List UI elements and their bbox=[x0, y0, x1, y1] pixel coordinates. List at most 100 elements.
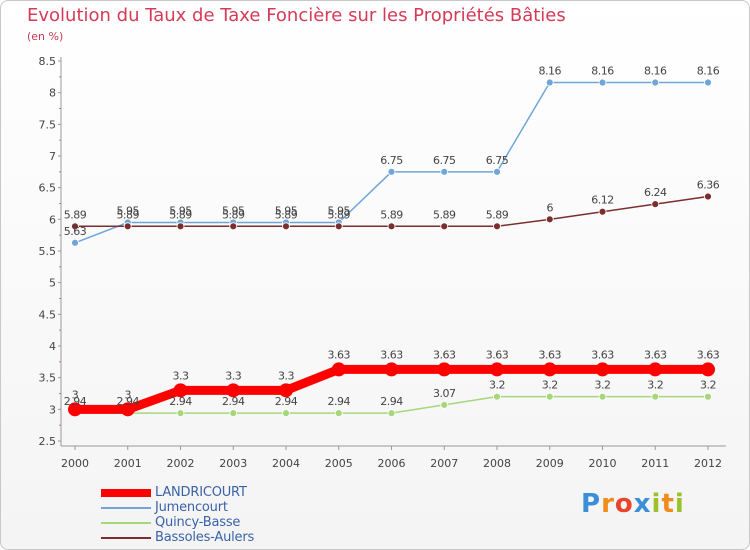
x-tick-label: 2005 bbox=[325, 457, 353, 470]
data-label-quincy-basse: 3.2 bbox=[700, 379, 716, 392]
data-label-jumencourt: 5.95 bbox=[169, 205, 192, 218]
data-point-quincy-basse bbox=[282, 409, 290, 418]
data-point-quincy-basse bbox=[176, 409, 185, 418]
y-tick-label: 5.5 bbox=[39, 245, 57, 258]
data-label-bassoles-aulers: 5.89 bbox=[64, 208, 87, 221]
y-tick-label: 7 bbox=[49, 150, 56, 163]
y-tick-label: 3.5 bbox=[39, 372, 57, 385]
data-point-quincy-basse bbox=[440, 400, 449, 409]
data-label-jumencourt: 8.16 bbox=[644, 65, 667, 78]
data-point-bassoles-aulers bbox=[704, 192, 712, 201]
data-label-bassoles-aulers: 5.89 bbox=[433, 208, 456, 221]
legend-item-bassoles-aulers[interactable]: Bassoles-Aulers bbox=[101, 530, 361, 545]
legend-swatch-jumencourt bbox=[101, 507, 151, 509]
data-point-bassoles-aulers bbox=[71, 222, 79, 231]
data-label-jumencourt: 6.75 bbox=[433, 154, 456, 167]
y-tick-label: 6.5 bbox=[39, 182, 57, 195]
data-point-bassoles-aulers bbox=[493, 222, 501, 231]
data-point-landricourt bbox=[542, 362, 557, 377]
data-point-quincy-basse bbox=[545, 392, 554, 401]
logo-letter: t bbox=[661, 489, 675, 519]
legend-label: Bassoles-Aulers bbox=[155, 530, 255, 545]
data-point-bassoles-aulers bbox=[440, 222, 449, 231]
data-point-landricourt bbox=[120, 402, 135, 417]
x-tick-label: 2003 bbox=[219, 457, 247, 470]
data-point-quincy-basse bbox=[229, 409, 238, 418]
data-label-landricourt: 3.63 bbox=[486, 348, 509, 361]
data-point-bassoles-aulers bbox=[176, 222, 185, 231]
data-point-quincy-basse bbox=[598, 392, 607, 401]
logo-letter: i bbox=[674, 489, 685, 519]
data-label-quincy-basse: 3.07 bbox=[433, 387, 456, 400]
data-label-jumencourt: 5.95 bbox=[275, 205, 298, 218]
data-point-bassoles-aulers bbox=[387, 222, 396, 231]
legend-swatch-quincy-basse bbox=[101, 522, 151, 524]
data-point-bassoles-aulers bbox=[598, 207, 607, 216]
legend-label: LANDRICOURT bbox=[155, 485, 247, 500]
data-label-jumencourt: 8.16 bbox=[539, 65, 562, 78]
data-label-quincy-basse: 2.94 bbox=[328, 395, 351, 408]
data-point-landricourt bbox=[173, 383, 188, 398]
data-label-landricourt: 3.63 bbox=[539, 348, 562, 361]
data-label-quincy-basse: 3.2 bbox=[595, 379, 611, 392]
data-label-bassoles-aulers: 6 bbox=[547, 201, 554, 214]
data-label-landricourt: 3.3 bbox=[225, 369, 241, 382]
data-point-jumencourt bbox=[440, 167, 449, 176]
logo-letter: i bbox=[651, 489, 662, 519]
legend-item-quincy-basse[interactable]: Quincy-Basse bbox=[101, 515, 361, 530]
x-tick-label: 2008 bbox=[483, 457, 511, 470]
data-label-jumencourt: 5.95 bbox=[222, 205, 245, 218]
data-point-jumencourt bbox=[598, 78, 607, 87]
data-label-landricourt: 3.63 bbox=[380, 348, 403, 361]
y-tick-label: 4.5 bbox=[39, 308, 57, 321]
data-label-quincy-basse: 3.2 bbox=[647, 379, 663, 392]
data-label-bassoles-aulers: 6.12 bbox=[591, 194, 614, 207]
y-tick-label: 7.5 bbox=[39, 118, 57, 131]
legend-item-landricourt[interactable]: LANDRICOURT bbox=[101, 485, 361, 500]
data-label-quincy-basse: 2.94 bbox=[222, 395, 245, 408]
data-label-quincy-basse: 2.94 bbox=[117, 395, 140, 408]
data-point-quincy-basse bbox=[387, 409, 396, 418]
y-tick-label: 2.5 bbox=[39, 435, 57, 448]
data-point-bassoles-aulers bbox=[229, 222, 238, 231]
data-label-jumencourt: 6.75 bbox=[486, 154, 509, 167]
data-point-landricourt bbox=[701, 362, 715, 377]
data-point-jumencourt bbox=[651, 78, 660, 87]
logo-letter: o bbox=[614, 489, 634, 519]
data-labels: 5.63 5.95 5.95 5.95 5.95 5.95 6.75 6.75 6.75 8.16… bbox=[64, 65, 720, 409]
data-label-jumencourt: 5.95 bbox=[328, 205, 351, 218]
data-point-bassoles-aulers bbox=[123, 222, 132, 231]
x-tick-label: 2007 bbox=[430, 457, 458, 470]
data-label-landricourt: 3.3 bbox=[278, 369, 294, 382]
data-label-landricourt: 3.63 bbox=[433, 348, 456, 361]
data-label-jumencourt: 5.63 bbox=[64, 225, 87, 238]
data-point-quincy-basse bbox=[493, 392, 501, 401]
data-label-quincy-basse: 2.94 bbox=[380, 395, 403, 408]
x-tick-label: 2000 bbox=[61, 457, 89, 470]
data-point-landricourt bbox=[437, 362, 452, 377]
data-point-jumencourt bbox=[387, 167, 396, 176]
data-point-bassoles-aulers bbox=[282, 222, 290, 231]
data-label-bassoles-aulers: 5.89 bbox=[169, 208, 192, 221]
data-label-quincy-basse: 2.94 bbox=[64, 395, 87, 408]
data-point-landricourt bbox=[279, 383, 293, 398]
data-label-landricourt: 3.63 bbox=[328, 348, 351, 361]
proxiti-logo[interactable]: Proxiti bbox=[581, 489, 685, 519]
legend-swatch-bassoles-aulers bbox=[101, 537, 151, 539]
x-tick-label: 2001 bbox=[114, 457, 142, 470]
series-points bbox=[68, 78, 715, 418]
data-label-bassoles-aulers: 6.24 bbox=[644, 186, 667, 199]
data-label-jumencourt: 8.16 bbox=[591, 65, 614, 78]
data-label-landricourt: 3.3 bbox=[173, 369, 189, 382]
legend-label: Quincy-Basse bbox=[155, 515, 241, 530]
y-tick-label: 6 bbox=[49, 213, 56, 226]
x-tick-label: 2002 bbox=[167, 457, 195, 470]
legend-item-jumencourt[interactable]: Jumencourt bbox=[101, 500, 361, 515]
legend-swatch-landricourt bbox=[101, 489, 151, 497]
data-point-jumencourt bbox=[71, 238, 79, 247]
x-tick-label: 2011 bbox=[641, 457, 669, 470]
data-label-jumencourt: 6.75 bbox=[380, 154, 403, 167]
data-point-bassoles-aulers bbox=[651, 200, 660, 209]
